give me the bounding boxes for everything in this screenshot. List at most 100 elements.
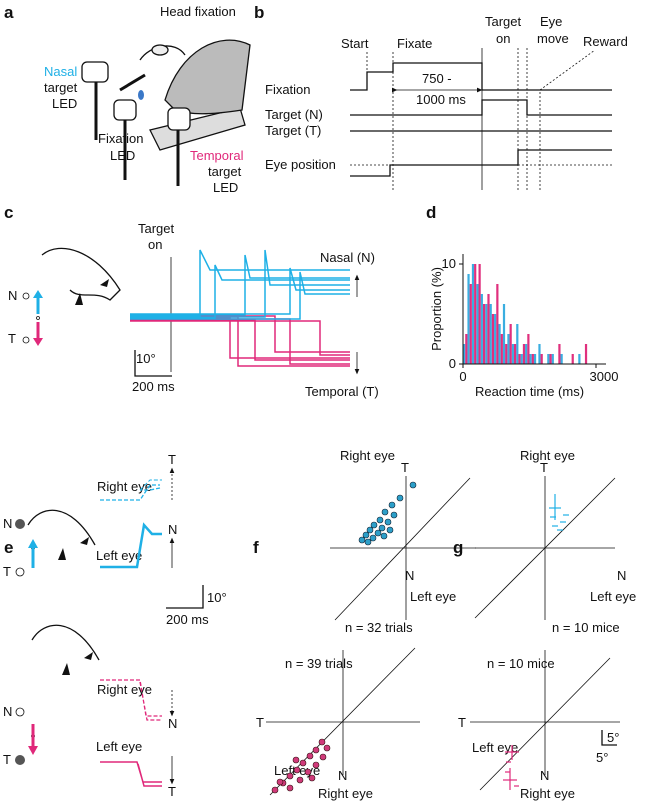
panel-letter: d (426, 203, 436, 222)
bar (500, 334, 503, 364)
panel-letter: c (4, 203, 13, 222)
label: T (401, 460, 409, 475)
label: T (256, 715, 264, 730)
bar (487, 294, 490, 364)
bar (560, 354, 563, 364)
label: Start (341, 36, 369, 51)
x-axis-label: Reaction time (ms) (475, 384, 584, 399)
panel-f: f Right eye T N Left eye n = 32 trials n… (253, 448, 476, 801)
label: Target (T) (265, 123, 321, 138)
label: target (44, 80, 78, 95)
bar (513, 344, 517, 364)
label: n = 10 mice (487, 656, 555, 671)
panel-letter: f (253, 538, 259, 557)
label: Right eye (318, 786, 373, 801)
bar (476, 284, 479, 364)
bar (502, 304, 506, 364)
label: N (8, 288, 17, 303)
label: 1000 ms (416, 92, 466, 107)
bar (467, 274, 470, 364)
label: on (496, 31, 510, 46)
label: Fixation (265, 82, 311, 97)
label: Temporal (T) (305, 384, 379, 399)
label: 200 ms (166, 612, 209, 627)
bar (463, 344, 466, 364)
trace (130, 249, 350, 320)
label: 10° (136, 351, 156, 366)
label: Left eye (96, 739, 142, 754)
label: move (537, 31, 569, 46)
bar (494, 314, 497, 364)
panel-d: d 0 10 0 3000 Reaction time (ms) Proportion (… (426, 203, 618, 399)
bar (578, 354, 581, 364)
panel-b: b Start Fixate Target on Eye move Reward… (254, 3, 628, 190)
label: Target (138, 221, 175, 236)
label: Right eye (340, 448, 395, 463)
bar (540, 354, 543, 364)
label: on (148, 237, 162, 252)
bar (518, 354, 521, 364)
label: n = 39 trials (285, 656, 353, 671)
bar (558, 344, 561, 364)
bar (511, 344, 514, 364)
label: n = 10 mice (552, 620, 620, 635)
label: Right eye (97, 682, 152, 697)
panel-c: c N T Target on Nasal (N) Temporal (T) 1… (4, 203, 379, 399)
bar (489, 304, 492, 364)
label: Left eye (472, 740, 518, 755)
label: Eye position (265, 157, 336, 172)
bar (533, 354, 537, 364)
bar (584, 344, 588, 364)
label: 5° (596, 750, 608, 765)
label: target (208, 164, 242, 179)
label: 5° (607, 730, 619, 745)
trace (130, 315, 350, 367)
bar (485, 304, 488, 364)
bar (505, 344, 508, 364)
panel-e: e N T N T Right eye Left eye T N 10° 200… (3, 452, 227, 799)
label: T (168, 784, 176, 799)
x-tick-label: 3000 (590, 369, 619, 384)
label: LED (52, 96, 77, 111)
y-axis-label: Proportion (%) (429, 267, 444, 351)
label: N (338, 768, 347, 783)
panel-letter: e (4, 538, 13, 557)
label: T (540, 460, 548, 475)
label: N (3, 704, 12, 719)
panel-letter: a (4, 3, 14, 22)
label: Head fixation (160, 4, 236, 19)
bar (482, 304, 486, 364)
bar (509, 324, 512, 364)
label: Temporal (190, 148, 244, 163)
label: Nasal (44, 64, 77, 79)
label: Left eye (96, 548, 142, 563)
bar (516, 324, 519, 364)
label: N (540, 768, 549, 783)
bar (522, 344, 526, 364)
label: Left eye (590, 589, 636, 604)
bar (496, 284, 499, 364)
panel-letter: b (254, 3, 264, 22)
bar (465, 334, 468, 364)
bar (527, 334, 530, 364)
bar (491, 314, 495, 364)
label: Fixate (397, 36, 432, 51)
label: T (3, 564, 11, 579)
label: N (617, 568, 626, 583)
bar (469, 284, 472, 364)
panel-letter: g (453, 538, 463, 557)
bar (474, 264, 477, 364)
panel-a: a Head fixation Nasal target LED Fixatio… (4, 3, 251, 195)
label: N (168, 716, 177, 731)
label: 750 - (422, 71, 452, 86)
label: Reward (583, 34, 628, 49)
bar (478, 264, 481, 364)
label: Eye (540, 14, 562, 29)
label: T (8, 331, 16, 346)
label: Right eye (520, 448, 575, 463)
bar (525, 344, 528, 364)
label: Fixation (98, 131, 144, 146)
bar (507, 334, 510, 364)
label: T (458, 715, 466, 730)
